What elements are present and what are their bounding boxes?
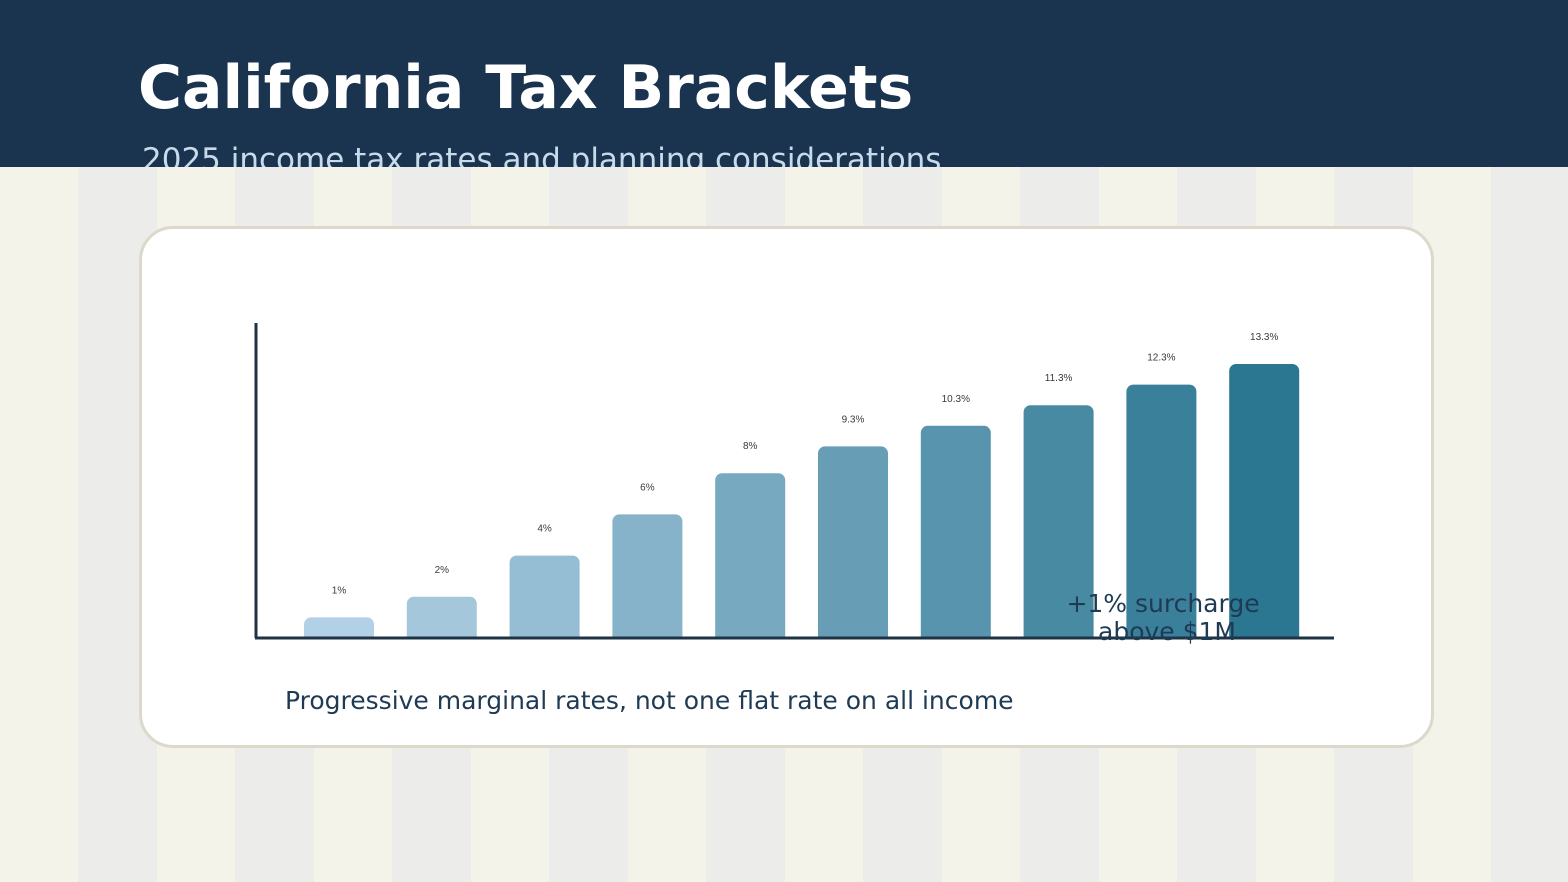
value-label-4: 6%: [640, 482, 655, 493]
value-label-3: 4%: [537, 524, 552, 535]
header-banner: California Tax Brackets 2025 income tax …: [0, 0, 1568, 167]
bar-4: [612, 514, 683, 638]
value-label-1: 1%: [332, 585, 347, 596]
bars-group: [304, 364, 1300, 638]
chart-card: [139, 226, 1434, 748]
bar-1: [304, 617, 374, 638]
value-label-8: 11.3%: [1045, 373, 1073, 384]
bar-2: [406, 596, 477, 638]
value-label-6: 9.3%: [842, 414, 865, 425]
surcharge-annotation: +1% surcharge above $1M: [1066, 589, 1267, 646]
bar-5: [715, 473, 786, 638]
value-label-2: 2%: [435, 565, 450, 576]
page-title: California Tax Brackets: [138, 53, 914, 123]
page-subtitle: 2025 income tax rates and planning consi…: [142, 142, 942, 167]
annotation-line-1: +1% surcharge: [1066, 589, 1259, 618]
bar-10: [1229, 364, 1300, 638]
value-label-5: 8%: [743, 441, 758, 452]
bar-8: [1023, 405, 1094, 638]
annotation-line-2: above $1M: [1098, 617, 1236, 646]
bar-6: [818, 446, 888, 638]
value-label-7: 10.3%: [942, 394, 970, 405]
bar-7: [920, 425, 991, 638]
chart-caption: Progressive marginal rates, not one flat…: [285, 686, 1014, 715]
value-label-9: 12.3%: [1147, 353, 1175, 364]
value-label-10: 13.3%: [1250, 332, 1278, 343]
bar-9: [1126, 384, 1197, 638]
bar-3: [509, 555, 580, 638]
value-labels-group: 1% 2% 4% 6% 8% 9.3% 10.3% 11.3% 12.3% 13.3%: [332, 332, 1279, 596]
